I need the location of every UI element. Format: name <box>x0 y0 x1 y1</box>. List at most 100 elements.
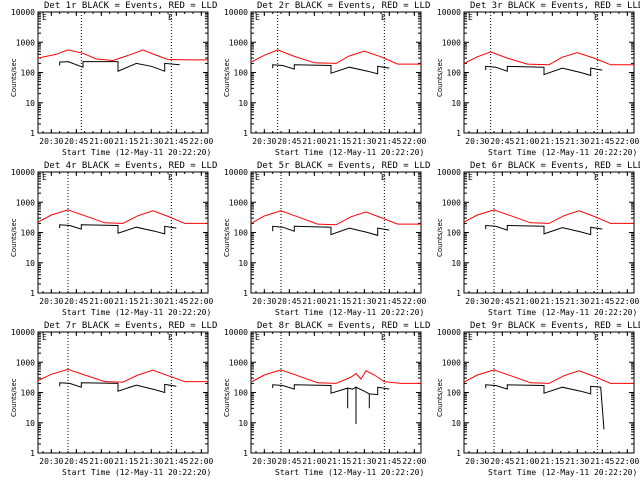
detector-panel: 1 10 100 1000 10000 20:30 20:45 21:00 21:15 21:30… <box>0 160 217 320</box>
y-tick-label: 10000 <box>224 328 248 337</box>
x-tick-label: 20:45 <box>64 457 88 466</box>
series-line-events <box>272 64 390 75</box>
x-axis-label: Start Time (12-May-11 20:22:20) <box>275 148 425 157</box>
x-tick-label: 20:30 <box>465 297 489 306</box>
x-tick-label: 21:00 <box>89 297 113 306</box>
series-line-events <box>59 224 177 235</box>
series-line-events <box>59 61 180 72</box>
x-tick-label: 21:30 <box>139 457 163 466</box>
y-tick-label: 10 <box>25 259 35 268</box>
x-tick-label: 21:00 <box>302 457 326 466</box>
panel-title: Det 3r BLACK = Events, RED = LLD <box>470 1 640 11</box>
y-axis-label: Counts/sec <box>436 218 444 257</box>
y-tick-label: 1000 <box>442 358 461 367</box>
y-tick-label: 1 <box>30 449 35 458</box>
x-tick-label: 22:00 <box>615 457 639 466</box>
chart-svg: 1 10 100 1000 10000 20:30 20:45 21:00 21:15 21:30… <box>11 8 213 146</box>
y-tick-label: 10 <box>25 99 35 108</box>
y-tick-label: 100 <box>234 69 249 78</box>
panel-title: Det 2r BLACK = Events, RED = LLD <box>257 1 431 11</box>
y-tick-label: 100 <box>447 389 462 398</box>
panel-title: Det 7r BLACK = Events, RED = LLD <box>44 321 218 331</box>
e-marker-label: E <box>594 173 599 182</box>
x-tick-label: 21:15 <box>540 137 564 146</box>
x-tick-label: 21:15 <box>540 297 564 306</box>
x-tick-label: 21:45 <box>377 137 401 146</box>
e-marker-label: E <box>255 333 260 342</box>
chart-svg: 1 10 100 1000 10000 20:30 20:45 21:00 21:15 21:30… <box>437 8 639 146</box>
x-tick-label: 20:45 <box>490 297 514 306</box>
y-tick-label: 1000 <box>229 38 248 47</box>
detector-panel: 1 10 100 1000 10000 20:30 20:45 21:00 21:15 21:30… <box>426 320 640 480</box>
panel-title: Det 9r BLACK = Events, RED = LLD <box>470 321 640 331</box>
x-tick-label: 22:00 <box>402 457 426 466</box>
y-tick-label: 1 <box>243 289 248 298</box>
x-tick-label: 21:45 <box>164 137 188 146</box>
e-marker-label: E <box>255 13 260 22</box>
e-marker-label: E <box>594 333 599 342</box>
x-tick-label: 21:15 <box>114 297 138 306</box>
y-tick-label: 1 <box>30 289 35 298</box>
y-tick-label: 1000 <box>16 358 35 367</box>
x-tick-label: 20:45 <box>490 137 514 146</box>
y-axis-label: Counts/sec <box>10 218 18 257</box>
series-line-lld <box>463 51 634 66</box>
plot-frame <box>37 11 209 134</box>
plot-frame <box>250 331 422 454</box>
x-tick-label: 22:00 <box>189 457 213 466</box>
x-tick-label: 21:30 <box>565 137 589 146</box>
y-tick-label: 100 <box>21 229 36 238</box>
y-tick-label: 10 <box>238 259 248 268</box>
chart-svg: 1 10 100 1000 10000 20:30 20:45 21:00 21:15 21:30… <box>437 168 639 306</box>
detector-panel: 1 10 100 1000 10000 20:30 20:45 21:00 21:15 21:30… <box>213 320 430 480</box>
y-tick-label: 100 <box>21 389 36 398</box>
series-line-lld <box>37 49 208 62</box>
y-axis-label: Counts/sec <box>436 378 444 417</box>
e-marker-label: E <box>381 333 386 342</box>
series-line-lld <box>250 369 421 384</box>
x-tick-label: 22:00 <box>189 137 213 146</box>
y-tick-label: 10000 <box>11 8 35 17</box>
detector-panel: 1 10 100 1000 10000 20:30 20:45 21:00 21:15 21:30… <box>0 320 217 480</box>
x-tick-label: 20:30 <box>252 457 276 466</box>
x-tick-label: 20:45 <box>277 297 301 306</box>
x-tick-label: 21:45 <box>590 137 614 146</box>
plot-frame <box>463 331 635 454</box>
series-line-events <box>272 225 390 237</box>
x-axis-label: Start Time (12-May-11 20:22:20) <box>62 148 212 157</box>
x-tick-label: 22:00 <box>615 137 639 146</box>
y-axis-label: Counts/sec <box>10 378 18 417</box>
y-tick-label: 10 <box>25 419 35 428</box>
y-tick-label: 10 <box>238 419 248 428</box>
x-tick-label: 21:45 <box>164 457 188 466</box>
x-tick-label: 20:30 <box>39 137 63 146</box>
y-tick-label: 10000 <box>11 168 35 177</box>
y-tick-label: 1 <box>30 129 35 138</box>
e-marker-label: E <box>168 333 173 342</box>
chart-svg: 1 10 100 1000 10000 20:30 20:45 21:00 21:15 21:30… <box>437 328 639 466</box>
x-tick-label: 20:30 <box>465 457 489 466</box>
panel-title: Det 8r BLACK = Events, RED = LLD <box>257 321 431 331</box>
series-line-events <box>485 384 605 430</box>
y-tick-label: 1000 <box>16 198 35 207</box>
x-tick-label: 20:30 <box>252 137 276 146</box>
y-tick-label: 100 <box>234 389 249 398</box>
x-tick-label: 21:30 <box>565 457 589 466</box>
x-tick-label: 21:30 <box>139 297 163 306</box>
x-axis-label: Start Time (12-May-11 20:22:20) <box>275 468 425 477</box>
x-axis-label: Start Time (12-May-11 20:22:20) <box>488 148 638 157</box>
x-tick-label: 20:30 <box>252 297 276 306</box>
y-axis-label: Counts/sec <box>223 378 231 417</box>
e-marker-label: E <box>42 333 47 342</box>
detector-panel: 1 10 100 1000 10000 20:30 20:45 21:00 21:15 21:30… <box>213 160 430 320</box>
panel-title: Det 5r BLACK = Events, RED = LLD <box>257 161 431 171</box>
e-marker-label: E <box>255 173 260 182</box>
series-line-events <box>485 65 603 77</box>
y-axis-label: Counts/sec <box>10 58 18 97</box>
chart-svg: 1 10 100 1000 10000 20:30 20:45 21:00 21:15 21:30… <box>11 168 213 306</box>
series-line-lld <box>250 49 421 65</box>
y-tick-label: 100 <box>234 229 249 238</box>
x-tick-label: 22:00 <box>189 297 213 306</box>
series-line-lld <box>463 369 634 384</box>
